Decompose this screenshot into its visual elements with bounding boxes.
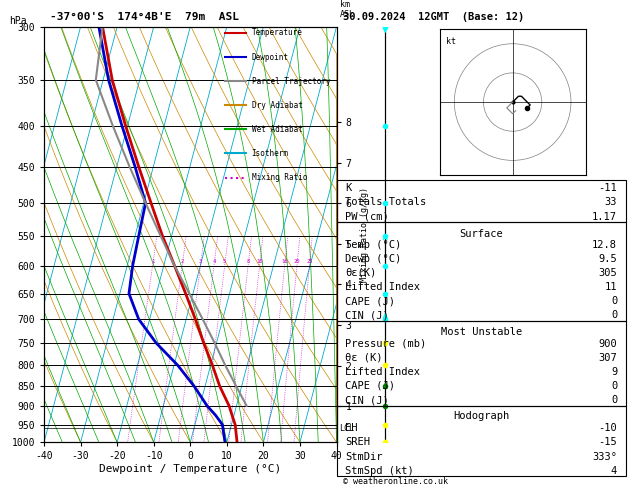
Text: Dry Adiabat: Dry Adiabat (252, 101, 303, 110)
Text: Temp (°C): Temp (°C) (345, 240, 401, 250)
Text: Mixing Ratio: Mixing Ratio (252, 173, 307, 182)
Text: θε (K): θε (K) (345, 353, 382, 363)
Text: Wet Adiabat: Wet Adiabat (252, 125, 303, 134)
Text: -37°00'S  174°4B'E  79m  ASL: -37°00'S 174°4B'E 79m ASL (50, 12, 239, 22)
Text: 333°: 333° (592, 451, 617, 462)
Text: 900: 900 (598, 339, 617, 348)
Text: Lifted Index: Lifted Index (345, 282, 420, 292)
Text: 307: 307 (598, 353, 617, 363)
Text: 0: 0 (611, 296, 617, 306)
Text: 30.09.2024  12GMT  (Base: 12): 30.09.2024 12GMT (Base: 12) (343, 12, 524, 22)
Text: Totals Totals: Totals Totals (345, 197, 426, 208)
Text: 11: 11 (604, 282, 617, 292)
Text: 20: 20 (294, 259, 300, 264)
Text: StmDir: StmDir (345, 451, 382, 462)
Text: kt: kt (445, 37, 455, 46)
Text: 9: 9 (611, 367, 617, 377)
Text: 3: 3 (199, 259, 202, 264)
Text: CIN (J): CIN (J) (345, 311, 389, 320)
Text: 305: 305 (598, 268, 617, 278)
Text: 9.5: 9.5 (598, 254, 617, 264)
Text: 5: 5 (223, 259, 226, 264)
Text: Dewp (°C): Dewp (°C) (345, 254, 401, 264)
Text: 10: 10 (256, 259, 263, 264)
Text: CIN (J): CIN (J) (345, 395, 389, 405)
Text: -11: -11 (598, 183, 617, 193)
Text: 4: 4 (611, 466, 617, 476)
Text: PW (cm): PW (cm) (345, 211, 389, 222)
Text: 25: 25 (306, 259, 313, 264)
Text: hPa: hPa (9, 17, 27, 26)
Text: 12.8: 12.8 (592, 240, 617, 250)
Text: -15: -15 (598, 437, 617, 448)
Text: StmSpd (kt): StmSpd (kt) (345, 466, 414, 476)
Text: EH: EH (345, 423, 358, 434)
Text: Surface: Surface (459, 229, 503, 239)
X-axis label: Dewpoint / Temperature (°C): Dewpoint / Temperature (°C) (99, 464, 281, 474)
Text: Hodograph: Hodograph (453, 411, 509, 421)
Text: -10: -10 (598, 423, 617, 434)
Text: Parcel Trajectory: Parcel Trajectory (252, 77, 330, 86)
Text: 1: 1 (151, 259, 154, 264)
Text: θε(K): θε(K) (345, 268, 376, 278)
Text: SREH: SREH (345, 437, 370, 448)
Text: Isotherm: Isotherm (252, 149, 289, 158)
Text: Mixing Ratio (g/kg): Mixing Ratio (g/kg) (360, 187, 369, 282)
Text: CAPE (J): CAPE (J) (345, 296, 395, 306)
Text: Dewpoint: Dewpoint (252, 52, 289, 62)
Text: © weatheronline.co.uk: © weatheronline.co.uk (343, 477, 448, 486)
Text: 8: 8 (247, 259, 250, 264)
Text: 16: 16 (281, 259, 288, 264)
Text: Most Unstable: Most Unstable (440, 327, 522, 337)
Text: 0: 0 (611, 395, 617, 405)
Text: km
ASL: km ASL (340, 0, 355, 19)
Text: 1.17: 1.17 (592, 211, 617, 222)
Text: Lifted Index: Lifted Index (345, 367, 420, 377)
Text: 0: 0 (611, 311, 617, 320)
Text: K: K (345, 183, 352, 193)
Text: 4: 4 (213, 259, 216, 264)
Text: 33: 33 (604, 197, 617, 208)
Text: CAPE (J): CAPE (J) (345, 381, 395, 391)
Text: 2: 2 (181, 259, 184, 264)
Text: Pressure (mb): Pressure (mb) (345, 339, 426, 348)
Text: Temperature: Temperature (252, 29, 303, 37)
Text: 0: 0 (611, 381, 617, 391)
Text: LCL: LCL (340, 424, 354, 433)
